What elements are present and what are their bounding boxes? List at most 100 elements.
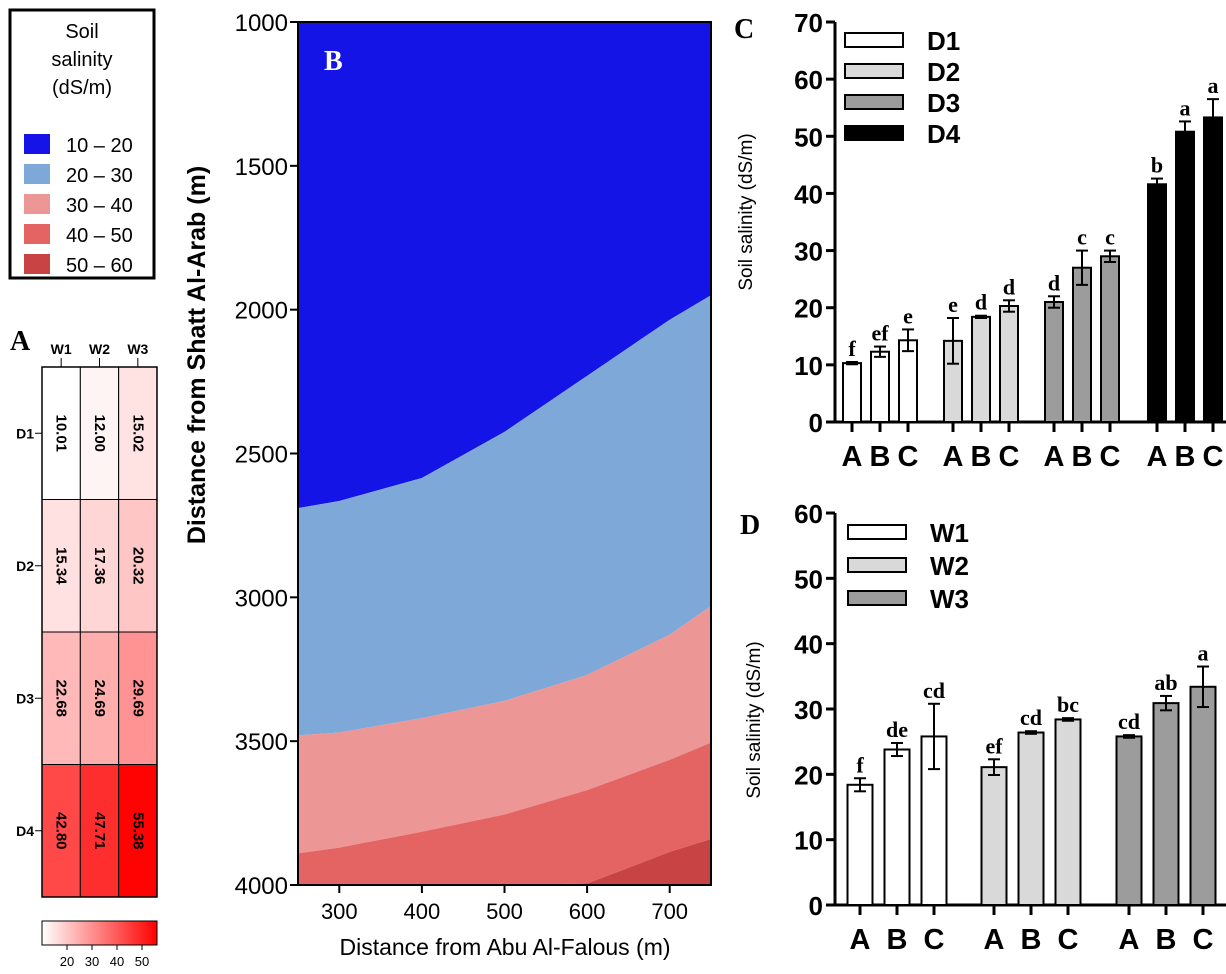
chart-c-y-tick-label-2: 10 [794, 351, 823, 381]
heatmap-value-D2-W2: 17.36 [91, 547, 108, 585]
panel-a: A W1 W2 W3 D1 10.01 12.00 15.02 D2 15.34 17.36 20.… [10, 326, 158, 969]
panel-a-label: A [10, 326, 31, 357]
chart-d-bar-W3-B [1152, 702, 1180, 906]
colorbar-tick-label-4: 50 [135, 954, 149, 969]
chart-d-y-tick-label-2: 10 [794, 826, 823, 856]
chart-c-x-tick-label-D2-A: A [943, 441, 964, 473]
chart-d-legend-label-W1: W1 [930, 518, 969, 548]
contour-zone-5 [298, 838, 711, 885]
chart-c-legend-swatch-D4 [844, 125, 904, 141]
chart-c-bar-D4-B [1175, 130, 1195, 423]
chart-c-letter-D3-B: c [1077, 225, 1087, 250]
colorbar-tick-label-3: 40 [110, 954, 124, 969]
contour-y-tick-label-1: 1000 [235, 10, 288, 37]
contour-y-tick-label-7: 4000 [235, 873, 288, 900]
colorbar-tick-label-2: 30 [85, 954, 99, 969]
chart-c-legend-swatch-D3 [844, 94, 904, 110]
heatmap-row-label-3: D3 [16, 690, 34, 706]
chart-c-y-tick-label-6: 50 [794, 122, 823, 152]
contour-y-tick-label-5: 3000 [235, 585, 288, 612]
chart-c-y-tick-label-5: 40 [794, 179, 823, 209]
chart-d-y-tick-label-1: 0 [809, 891, 823, 921]
contour-y-axis-title: Distance from Shatt Al-Arab (m) [183, 166, 211, 544]
heatmap-col-label-2: W2 [89, 341, 110, 357]
chart-d-bar-W2-C [1054, 718, 1082, 906]
chart-d-x-tick-label-W3-B: B [1156, 924, 1177, 956]
chart-c-letter-D3-A: d [1048, 270, 1060, 295]
chart-d-y-tick-label-3: 20 [794, 760, 823, 790]
chart-c-letter-D1-A: f [848, 336, 856, 361]
chart-d: 0 10 20 30 40 50 60 f Ade Bcd Cef Acd Bbc Ccd Aab Ba C W1… [794, 499, 1226, 956]
chart-d-letter-W1-A: f [856, 752, 864, 777]
chart-c-letter-D1-B: ef [871, 321, 889, 346]
heatmap: W1 W2 W3 D1 10.01 12.00 15.02 D2 15.34 17.36 20.32… [16, 341, 158, 898]
legend-label-1: 10 – 20 [66, 135, 133, 157]
chart-c-y-tick-label-4: 30 [794, 237, 823, 267]
chart-c-bar-D3-C [1100, 255, 1120, 423]
heatmap-value-D1-W1: 10.01 [53, 414, 70, 452]
legend-title-line-1: Soil [65, 21, 98, 43]
heatmap-frame [41, 366, 158, 898]
chart-c-x-tick-label-D3-C: C [1100, 441, 1121, 473]
chart-d-letter-W3-C: a [1198, 641, 1209, 666]
chart-d-x-tick-label-W2-C: C [1058, 924, 1079, 956]
chart-d-bar-W1-B [883, 748, 911, 906]
salinity-legend: Soil salinity (dS/m) 10 – 20 20 – 30 30 – … [8, 8, 156, 280]
chart-c-bar-D1-C [898, 339, 918, 423]
heatmap-value-D4-W1: 42.80 [53, 812, 70, 850]
heatmap-value-D4-W3: 55.38 [129, 812, 146, 850]
heatmap-cell-D3-W3 [118, 631, 158, 765]
contour-zone-3 [298, 605, 711, 854]
heatmap-cell-D4-W2 [79, 764, 120, 898]
chart-c-bar-D4-A [1147, 183, 1167, 423]
contour-x-tick-label-2: 400 [404, 899, 441, 924]
chart-c-y-tick-label-8: 70 [794, 8, 823, 38]
chart-c-error-bar-D2-A [947, 317, 959, 365]
chart-c-error-bar-D2-C [1003, 299, 1015, 313]
chart-d-x-tick-label-W1-A: A [850, 924, 871, 956]
chart-c-legend-label-D2: D2 [927, 57, 960, 87]
chart-c-error-bar-D4-C [1207, 98, 1219, 137]
chart-c-x-tick-label-D4-C: C [1203, 441, 1224, 473]
contour-x-tick-label-3: 500 [486, 899, 523, 924]
panel-d: D Soil salinity (dS/m) 0 10 20 30 40 50 60 f Ade… [740, 499, 1226, 956]
chart-d-y-tick-label-7: 60 [794, 499, 823, 529]
chart-d-y-axis-title: Soil salinity (dS/m) [744, 641, 765, 798]
heatmap-value-D4-W2: 47.71 [91, 812, 108, 850]
chart-d-y-tick-label-5: 40 [794, 630, 823, 660]
chart-c-y-tick-label-1: 0 [809, 408, 823, 438]
heatmap-col-label-3: W3 [127, 341, 148, 357]
chart-c-legend-label-D1: D1 [927, 26, 960, 56]
contour-y-tick-label-6: 3500 [235, 729, 288, 756]
chart-d-y-tick-label-6: 50 [794, 564, 823, 594]
heatmap-colorbar: 20 30 40 50 [41, 920, 158, 969]
chart-d-legend-label-W3: W3 [930, 584, 969, 614]
colorbar-bar [41, 920, 158, 946]
legend-swatch-2 [24, 164, 50, 184]
chart-d-error-bar-W3-C [1197, 665, 1209, 709]
contour-x-axis-title: Distance from Abu Al-Falous (m) [339, 934, 670, 960]
chart-c-bar-D2-C [999, 305, 1019, 423]
contour-x-tick-label-5: 700 [651, 899, 688, 924]
chart-c-error-bar-D4-B [1179, 120, 1191, 143]
chart-d-error-bar-W2-A [988, 758, 1000, 776]
chart-d-error-bar-W3-B [1160, 694, 1172, 712]
chart-c-letter-D4-A: b [1151, 153, 1163, 178]
legend-swatch-3 [24, 194, 50, 214]
panel-c: C Soil salinity (dS/m) 0 10 20 30 40 50 60 70 f A… [734, 8, 1226, 473]
chart-d-error-bar-W3-A [1123, 734, 1135, 739]
heatmap-cell-D3-W2 [79, 631, 120, 765]
panel-b-label: B [324, 46, 343, 77]
colorbar-tick-label-1: 20 [60, 954, 74, 969]
legend-items: 10 – 20 20 – 30 30 – 40 40 – 50 50 – 60 [24, 134, 133, 277]
chart-c-letter-D2-A: e [948, 292, 958, 317]
heatmap-col-label-1: W1 [51, 341, 72, 357]
chart-c-bar-D1-A [842, 362, 862, 423]
chart-d-bar-W2-A [980, 766, 1008, 906]
chart-d-error-bar-W1-A [854, 777, 866, 793]
chart-d-letter-W1-C: cd [923, 678, 945, 703]
chart-d-x-tick-label-W1-B: B [887, 924, 908, 956]
contour-y-tick-label-4: 2500 [235, 442, 288, 469]
chart-c-bar-D3-B [1072, 266, 1092, 424]
chart-d-letter-W3-A: cd [1118, 709, 1140, 734]
